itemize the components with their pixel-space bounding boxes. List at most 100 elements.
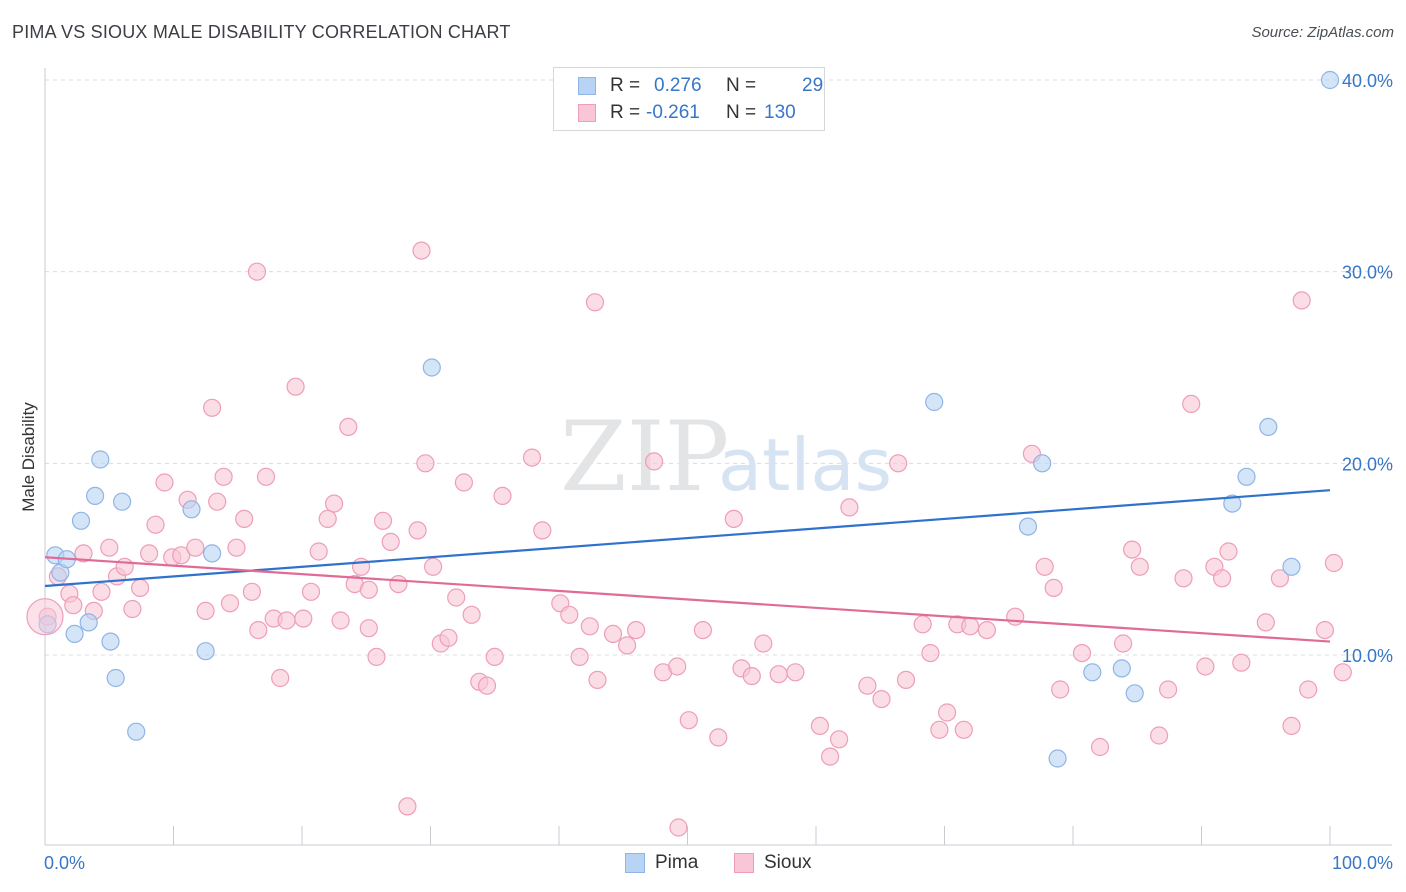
sioux-point <box>1315 620 1335 640</box>
pima-point <box>1083 663 1102 682</box>
sioux-point <box>462 605 481 624</box>
sioux-point <box>954 720 973 739</box>
sioux-point <box>1333 663 1352 682</box>
sioux-point <box>769 665 788 684</box>
sioux-point <box>140 544 159 563</box>
sioux-point <box>203 398 222 417</box>
sioux-point <box>889 454 908 473</box>
sioux-point <box>26 598 64 636</box>
sioux-point <box>1324 553 1344 573</box>
sioux-point <box>585 293 605 312</box>
watermark-zip: ZIP <box>560 401 729 513</box>
sioux-point <box>580 617 599 636</box>
sioux-point <box>930 720 949 739</box>
sioux-point <box>381 532 400 552</box>
sioux-point <box>227 538 246 557</box>
watermark-atlas: atlas <box>718 423 892 507</box>
sioux-point <box>858 676 877 695</box>
sioux-point <box>493 486 512 505</box>
sioux-point <box>754 634 773 653</box>
sioux-point <box>977 620 997 640</box>
sioux-point <box>1035 557 1054 576</box>
pima-point <box>1125 684 1144 703</box>
sioux-point <box>92 582 111 601</box>
axes <box>44 68 1392 846</box>
sioux-point <box>439 628 458 647</box>
sioux-point <box>318 509 337 529</box>
sioux-point <box>325 494 344 513</box>
data-points <box>26 70 1352 837</box>
legend-r-value: 0.276 <box>654 75 702 96</box>
pima-point <box>79 613 98 632</box>
legend-n-value: 29 <box>802 75 824 96</box>
sioux-point <box>1122 540 1142 559</box>
sioux-point <box>339 417 358 436</box>
sioux-point <box>271 668 290 688</box>
sioux-point <box>155 473 174 492</box>
pima-point <box>182 500 201 519</box>
tick-labels: 10.0% 20.0% 30.0% 40.0% 0.0% 100.0% <box>44 71 1393 873</box>
pima-point <box>925 392 944 412</box>
legend-n-label: N = <box>726 102 757 123</box>
sioux-point <box>1256 613 1275 632</box>
sioux-point <box>352 557 371 576</box>
legend-r-label: R = <box>610 102 641 123</box>
sioux-point <box>447 588 466 607</box>
sioux-point <box>359 580 378 599</box>
sioux-point <box>669 818 688 837</box>
sioux-point <box>533 521 552 540</box>
sioux-point <box>123 599 142 619</box>
sioux-point <box>709 728 728 747</box>
sioux-point <box>921 643 940 663</box>
sioux-point <box>331 611 350 630</box>
legend-n-value: 130 <box>764 102 796 123</box>
sioux-point <box>172 546 191 565</box>
sioux-point <box>294 609 313 628</box>
sioux-point <box>840 498 859 517</box>
x-tick-label-max: 100.0% <box>1332 853 1393 873</box>
pima-point <box>203 544 222 563</box>
sioux-point <box>617 636 637 655</box>
sioux-point <box>1282 716 1301 736</box>
pima-point <box>127 722 146 741</box>
pima-point <box>196 642 215 661</box>
sioux-point <box>1149 726 1169 745</box>
sioux-point <box>115 557 134 576</box>
pima-point <box>1237 467 1256 486</box>
sioux-point <box>1158 680 1178 699</box>
sioux-label: Sioux <box>764 852 812 873</box>
pima-point <box>106 668 125 688</box>
sioux-point <box>742 666 761 686</box>
sioux-point <box>913 615 932 634</box>
pima-point <box>1048 749 1067 768</box>
sioux-point <box>100 538 119 557</box>
sioux-point <box>786 663 805 682</box>
sioux-point <box>560 605 579 624</box>
sioux-point <box>220 594 240 613</box>
sioux-point <box>1299 680 1318 699</box>
sioux-point <box>1006 607 1025 626</box>
trend-lines <box>44 489 1331 643</box>
chart-title: PIMA VS SIOUX MALE DISABILITY CORRELATIO… <box>12 22 511 42</box>
pima-point <box>65 624 84 644</box>
sioux-point <box>810 716 830 736</box>
correlation-legend: R = 0.276 N = 29 R = -0.261 N = 130 <box>553 67 825 131</box>
sioux-point <box>256 467 276 486</box>
pima-point <box>1223 494 1242 513</box>
watermark: ZIP atlas <box>560 401 892 513</box>
sioux-point <box>408 521 427 540</box>
sioux-point <box>679 711 698 730</box>
sioux-point <box>693 620 713 640</box>
y-tick-label: 40.0% <box>1342 71 1393 91</box>
pima-point <box>85 486 105 505</box>
y-axis-label: Male Disability <box>19 402 38 512</box>
sioux-point <box>588 670 607 690</box>
sioux-point <box>235 509 254 529</box>
sioux-point <box>242 582 261 601</box>
sioux-point <box>1219 542 1238 561</box>
sioux-point <box>872 689 891 709</box>
sioux-point <box>398 797 417 816</box>
y-tick-label: 10.0% <box>1342 646 1393 666</box>
sioux-swatch <box>578 104 596 122</box>
